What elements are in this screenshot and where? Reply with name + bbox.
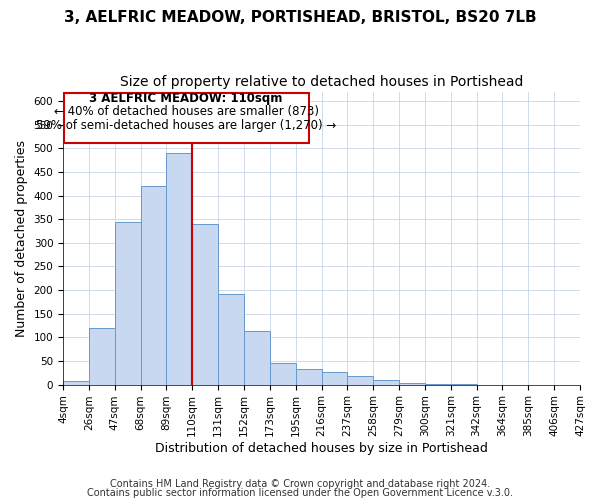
Bar [347,376,373,384]
Text: ← 40% of detached houses are smaller (873): ← 40% of detached houses are smaller (87… [53,105,319,118]
X-axis label: Distribution of detached houses by size in Portishead: Distribution of detached houses by size … [155,442,488,455]
Bar [166,153,192,384]
Bar [373,380,399,384]
Text: 3, AELFRIC MEADOW, PORTISHEAD, BRISTOL, BS20 7LB: 3, AELFRIC MEADOW, PORTISHEAD, BRISTOL, … [64,10,536,25]
Text: Contains HM Land Registry data © Crown copyright and database right 2024.: Contains HM Land Registry data © Crown c… [110,479,490,489]
FancyBboxPatch shape [64,92,308,142]
Bar [244,331,270,384]
Bar [296,368,322,384]
Bar [399,383,425,384]
Bar [63,382,89,384]
Text: 59% of semi-detached houses are larger (1,270) →: 59% of semi-detached houses are larger (… [36,118,336,132]
Bar [115,222,140,384]
Bar [192,224,218,384]
Bar [140,186,166,384]
Bar [89,328,115,384]
Bar [270,363,296,384]
Text: Contains public sector information licensed under the Open Government Licence v.: Contains public sector information licen… [87,488,513,498]
Bar [218,294,244,384]
Title: Size of property relative to detached houses in Portishead: Size of property relative to detached ho… [120,75,523,89]
Bar [322,372,347,384]
Text: 3 AELFRIC MEADOW: 110sqm: 3 AELFRIC MEADOW: 110sqm [89,92,283,106]
Y-axis label: Number of detached properties: Number of detached properties [15,140,28,336]
